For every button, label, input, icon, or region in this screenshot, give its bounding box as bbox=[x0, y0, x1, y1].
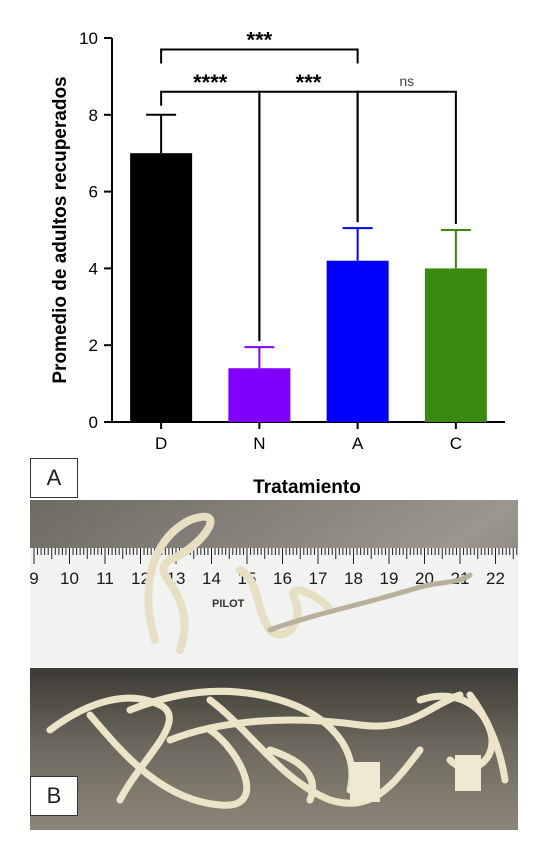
x-tick-label: C bbox=[450, 434, 462, 453]
ruler-number: 14 bbox=[202, 569, 221, 588]
y-axis-title: Promedio de adultos recuperados bbox=[50, 76, 71, 383]
y-tick-label: 2 bbox=[89, 336, 98, 355]
y-tick-label: 10 bbox=[79, 29, 98, 48]
x-tick-label: D bbox=[155, 434, 167, 453]
bar-a bbox=[326, 260, 389, 422]
ruler-number: 11 bbox=[96, 569, 114, 588]
significance-label: ns bbox=[399, 73, 414, 89]
worm-fragment bbox=[350, 762, 380, 802]
ruler-brand: PILOT bbox=[212, 598, 245, 610]
ruler-number: 16 bbox=[273, 569, 292, 588]
y-tick-label: 6 bbox=[89, 183, 98, 202]
ruler-number: 19 bbox=[380, 569, 399, 588]
significance-label: *** bbox=[296, 70, 322, 95]
panel-label-b: B bbox=[30, 776, 78, 816]
ruler-number: 18 bbox=[344, 569, 363, 588]
ruler-number: 9 bbox=[30, 569, 39, 588]
x-axis-title: Tratamiento bbox=[253, 477, 361, 498]
bar-d bbox=[130, 153, 193, 422]
worm-fragment bbox=[455, 755, 481, 791]
panel-label-a: A bbox=[30, 458, 78, 498]
ruler bbox=[30, 548, 518, 668]
worms-on-ruler bbox=[144, 512, 473, 654]
x-tick-label: N bbox=[253, 434, 265, 453]
significance-bracket bbox=[160, 48, 359, 64]
significance-label: **** bbox=[193, 70, 228, 95]
y-tick-label: 0 bbox=[89, 413, 98, 432]
x-tick-label: A bbox=[352, 434, 364, 453]
panel-label-a-text: A bbox=[46, 465, 62, 490]
significance-label: *** bbox=[247, 28, 273, 53]
bar-n bbox=[228, 368, 291, 422]
worms-photo: 9 10 11 12 13 14 15 16 17 18 19 20 21 22 PILOT bbox=[30, 500, 518, 830]
ruler-number: 10 bbox=[60, 569, 79, 588]
significance-bracket bbox=[356, 90, 457, 224]
y-tick-label: 4 bbox=[89, 259, 98, 278]
ruler-number: 17 bbox=[309, 569, 328, 588]
ruler-ticks bbox=[33, 548, 518, 564]
ruler-numbers: 9 10 11 12 13 14 15 16 17 18 19 20 21 22 bbox=[30, 569, 505, 588]
y-tick-label: 8 bbox=[89, 106, 98, 125]
ruler-number: 22 bbox=[486, 569, 505, 588]
panel-label-b-text: B bbox=[46, 783, 62, 808]
bar-c bbox=[424, 268, 487, 422]
